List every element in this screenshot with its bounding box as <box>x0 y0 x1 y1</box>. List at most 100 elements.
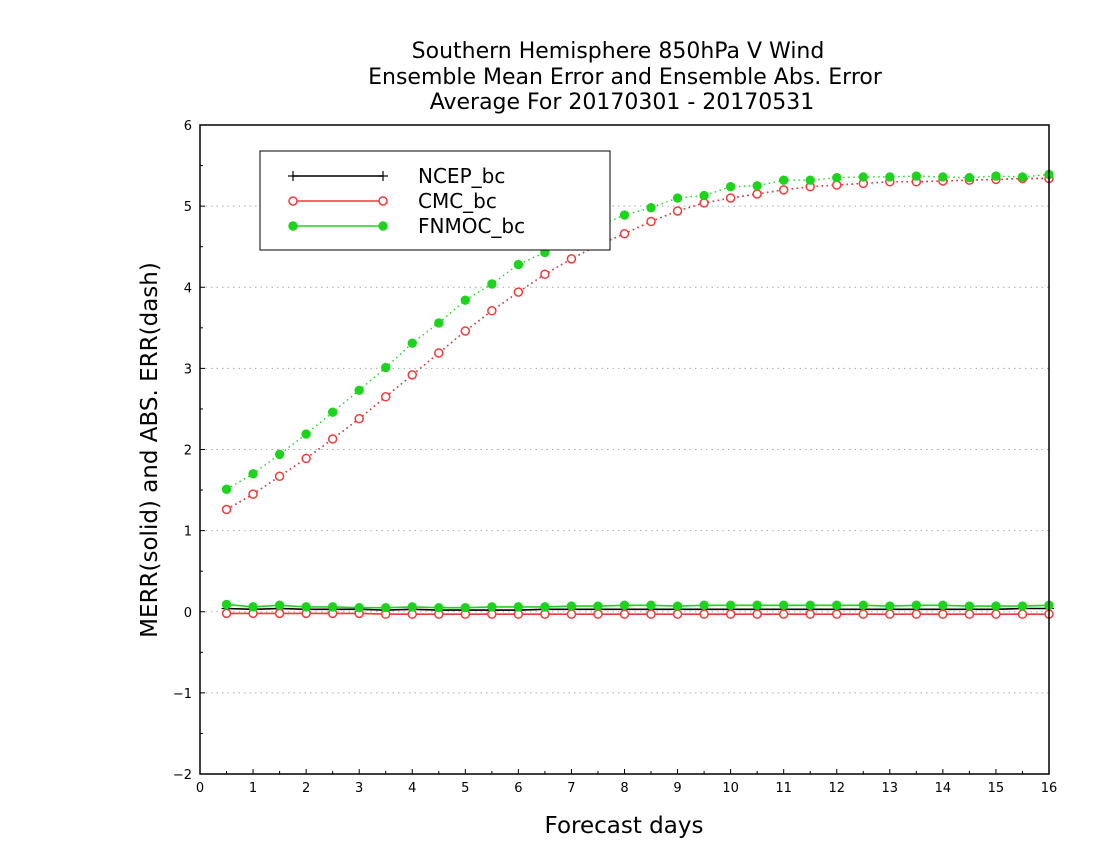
merr-point <box>274 600 285 610</box>
abs-err-point <box>540 269 550 280</box>
abs-err-point <box>672 193 683 203</box>
legend-marker <box>288 171 298 181</box>
merr-point <box>672 601 683 611</box>
abs-err-point <box>301 453 311 464</box>
abs-err-point <box>221 484 232 494</box>
y-tick-label: −2 <box>173 768 192 783</box>
merr-point <box>487 602 497 612</box>
merr-point <box>725 600 736 610</box>
merr-point <box>991 601 1001 611</box>
merr-line <box>226 603 1050 609</box>
merr-point <box>885 601 895 611</box>
merr-point <box>221 599 232 610</box>
x-tick-label: 5 <box>461 781 469 796</box>
merr-point <box>619 600 630 610</box>
merr-point <box>885 609 895 619</box>
x-tick-label: 10 <box>722 781 739 796</box>
merr-point <box>699 600 709 610</box>
chart-title: Southern Hemisphere 850hPa V Wind Ensemb… <box>368 39 883 115</box>
merr-point <box>407 602 417 612</box>
merr-point <box>593 601 603 611</box>
abs-err-point <box>274 471 285 482</box>
merr-point <box>778 609 789 619</box>
grid <box>200 205 1049 694</box>
merr-point <box>964 601 975 611</box>
merr-point <box>566 609 577 619</box>
legend-marker <box>378 221 388 231</box>
merr-series-fnmoc-bc <box>221 599 1054 613</box>
legend-marker <box>288 221 298 231</box>
y-tick-label: 4 <box>184 281 192 296</box>
y-tick-label: 3 <box>184 362 192 377</box>
x-tick-label: 2 <box>302 781 310 796</box>
merr-point <box>381 602 391 613</box>
abs-err-point <box>725 193 736 203</box>
merr-point <box>832 609 842 619</box>
legend-item-cmc-bc: CMC_bc <box>288 189 497 213</box>
merr-point <box>699 609 709 619</box>
abs-err-point <box>327 434 338 444</box>
abs-err-point <box>407 370 417 380</box>
y-tick-label: 6 <box>184 119 192 134</box>
merr-point <box>938 600 948 610</box>
y-tick-label: 0 <box>184 606 192 621</box>
abs-err-point <box>778 185 789 195</box>
abs-err-point <box>274 449 285 460</box>
merr-point <box>911 609 922 619</box>
x-tick-label: 1 <box>249 781 257 796</box>
abs-err-point <box>354 413 364 424</box>
merr-point <box>301 602 311 612</box>
abs-err-point <box>646 203 656 213</box>
merr-point <box>858 600 868 610</box>
merr-point <box>434 602 444 613</box>
abs-err-point <box>434 348 444 358</box>
x-tick-label: 13 <box>882 781 899 796</box>
x-axis-label: Forecast days <box>545 813 704 839</box>
y-tick-label: −1 <box>173 687 192 702</box>
merr-point <box>672 609 683 619</box>
abs-err-point <box>672 206 683 216</box>
merr-point <box>805 609 815 619</box>
x-tick-label: 8 <box>620 781 628 796</box>
legend-label: CMC_bc <box>418 189 497 213</box>
abs-err-point <box>248 469 258 479</box>
merr-point <box>354 602 364 613</box>
y-tick-label: 1 <box>184 525 192 540</box>
abs-err-point <box>646 216 656 227</box>
merr-point <box>991 609 1001 619</box>
merr-point <box>513 602 524 612</box>
abs-err-point <box>513 259 524 270</box>
merr-line <box>226 607 1049 611</box>
abs-err-point <box>778 175 789 185</box>
abs-err-point <box>964 173 975 183</box>
abs-err-point <box>566 254 577 264</box>
abs-err-point <box>752 181 762 191</box>
merr-series <box>221 599 1054 619</box>
merr-point <box>327 602 338 612</box>
abs-err-point <box>380 392 391 402</box>
x-tick-label: 7 <box>567 781 575 796</box>
abs-err-point <box>513 287 524 297</box>
x-tick-label: 4 <box>408 781 416 796</box>
abs-err-point <box>301 429 311 439</box>
x-tick-label: 0 <box>196 781 204 796</box>
merr-point <box>248 602 258 612</box>
y-axis-label: MERR(solid) and ABS. ERR(dash) <box>137 262 163 638</box>
y-tick-label: 2 <box>184 444 192 459</box>
merr-point <box>646 609 656 619</box>
abs-err-point <box>1017 172 1028 182</box>
merr-point <box>460 602 471 613</box>
x-tick-label: 16 <box>1041 781 1058 796</box>
merr-point <box>752 600 762 610</box>
merr-point <box>274 608 285 619</box>
abs-err-line <box>226 173 1050 490</box>
x-tick-label: 9 <box>673 781 681 796</box>
abs-err-point <box>434 318 444 328</box>
y-tick-label: 5 <box>184 200 192 215</box>
abs-err-point <box>699 190 709 201</box>
merr-point <box>964 609 975 619</box>
merr-point <box>1017 609 1028 619</box>
abs-err-point <box>619 210 630 220</box>
x-tick-label: 12 <box>828 781 845 796</box>
